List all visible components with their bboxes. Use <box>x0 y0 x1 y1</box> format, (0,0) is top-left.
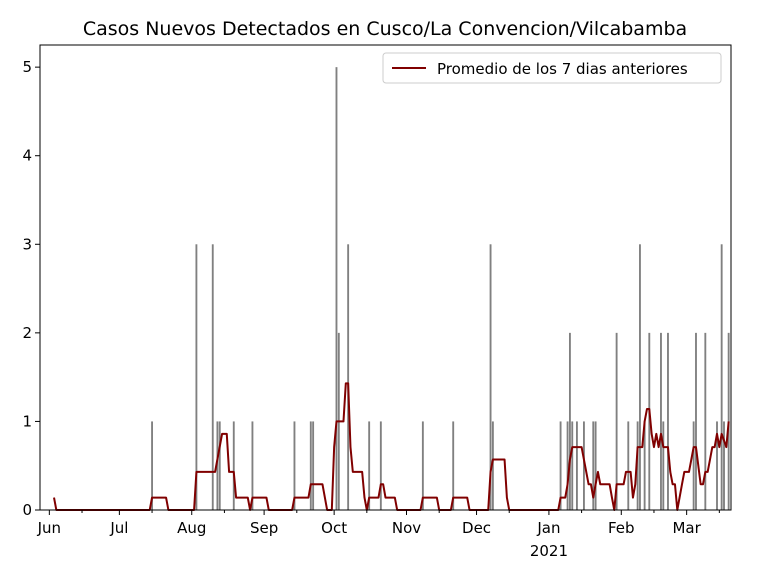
bar <box>559 421 562 510</box>
bar <box>195 244 198 511</box>
x-tick-label: Nov <box>392 519 421 537</box>
bar <box>648 332 651 510</box>
bar <box>627 421 630 510</box>
bar <box>335 67 338 510</box>
y-tick-label: 0 <box>22 501 32 519</box>
bars-layer <box>151 67 730 511</box>
bar <box>575 421 578 510</box>
legend: Promedio de los 7 dias anteriores <box>382 52 722 84</box>
x-tick-label: Feb <box>608 519 635 537</box>
y-tick-label: 3 <box>22 235 32 253</box>
bar <box>347 244 350 511</box>
bar <box>379 421 382 510</box>
line-layer <box>53 382 730 511</box>
x-tick-label: Jan <box>536 519 560 537</box>
bar <box>695 332 697 510</box>
bar <box>368 421 371 510</box>
bar <box>583 421 585 510</box>
bar <box>716 421 718 510</box>
x-tick-label: Mar <box>672 519 701 537</box>
bar <box>151 421 153 510</box>
bar <box>211 244 214 511</box>
bar <box>568 332 571 510</box>
bar <box>692 421 695 510</box>
legend-box <box>382 52 722 84</box>
bar <box>594 421 597 510</box>
x-tick-label: Oct <box>321 519 347 537</box>
bar <box>309 421 312 510</box>
plot-frame <box>39 44 732 511</box>
bar <box>615 332 618 510</box>
y-axis: 0 1 2 3 4 5 <box>22 58 40 519</box>
x-tick-label: Dec <box>462 519 491 537</box>
bar <box>636 421 639 510</box>
bar <box>704 332 707 510</box>
bar <box>232 421 235 510</box>
bar <box>723 421 725 510</box>
bar <box>491 421 494 510</box>
bar <box>571 421 574 510</box>
bar <box>293 421 296 510</box>
y-tick-label: 4 <box>22 147 32 165</box>
x-tick-label: Aug <box>177 519 206 537</box>
bar <box>667 332 669 510</box>
bar <box>720 244 723 511</box>
bar <box>218 421 221 510</box>
bar <box>662 421 665 510</box>
x-axis: Jun Jul Aug Sep Oct Nov Dec Jan 2021 Feb Mar <box>37 510 720 560</box>
y-tick-label: 2 <box>22 324 32 342</box>
bar <box>660 332 662 510</box>
bar <box>452 421 455 510</box>
bar <box>592 421 595 510</box>
bar <box>643 421 646 510</box>
bar <box>566 421 569 510</box>
bar <box>489 244 492 511</box>
legend-label: Promedio de los 7 dias anteriores <box>437 60 688 78</box>
bar <box>251 421 254 510</box>
y-tick-label: 1 <box>22 412 32 430</box>
bar <box>639 244 641 511</box>
x-tick-label: Jul <box>109 519 128 537</box>
chart-title: Casos Nuevos Detectados en Cusco/La Conv… <box>83 18 687 40</box>
bar <box>312 421 315 510</box>
x-tick-label: Jun <box>37 519 61 537</box>
average-line <box>53 382 730 511</box>
x-tick-label: Sep <box>250 519 278 537</box>
bar <box>421 421 424 510</box>
bar <box>216 421 219 510</box>
y-tick-label: 5 <box>22 58 32 76</box>
x-tick-year-label: 2021 <box>530 542 568 560</box>
